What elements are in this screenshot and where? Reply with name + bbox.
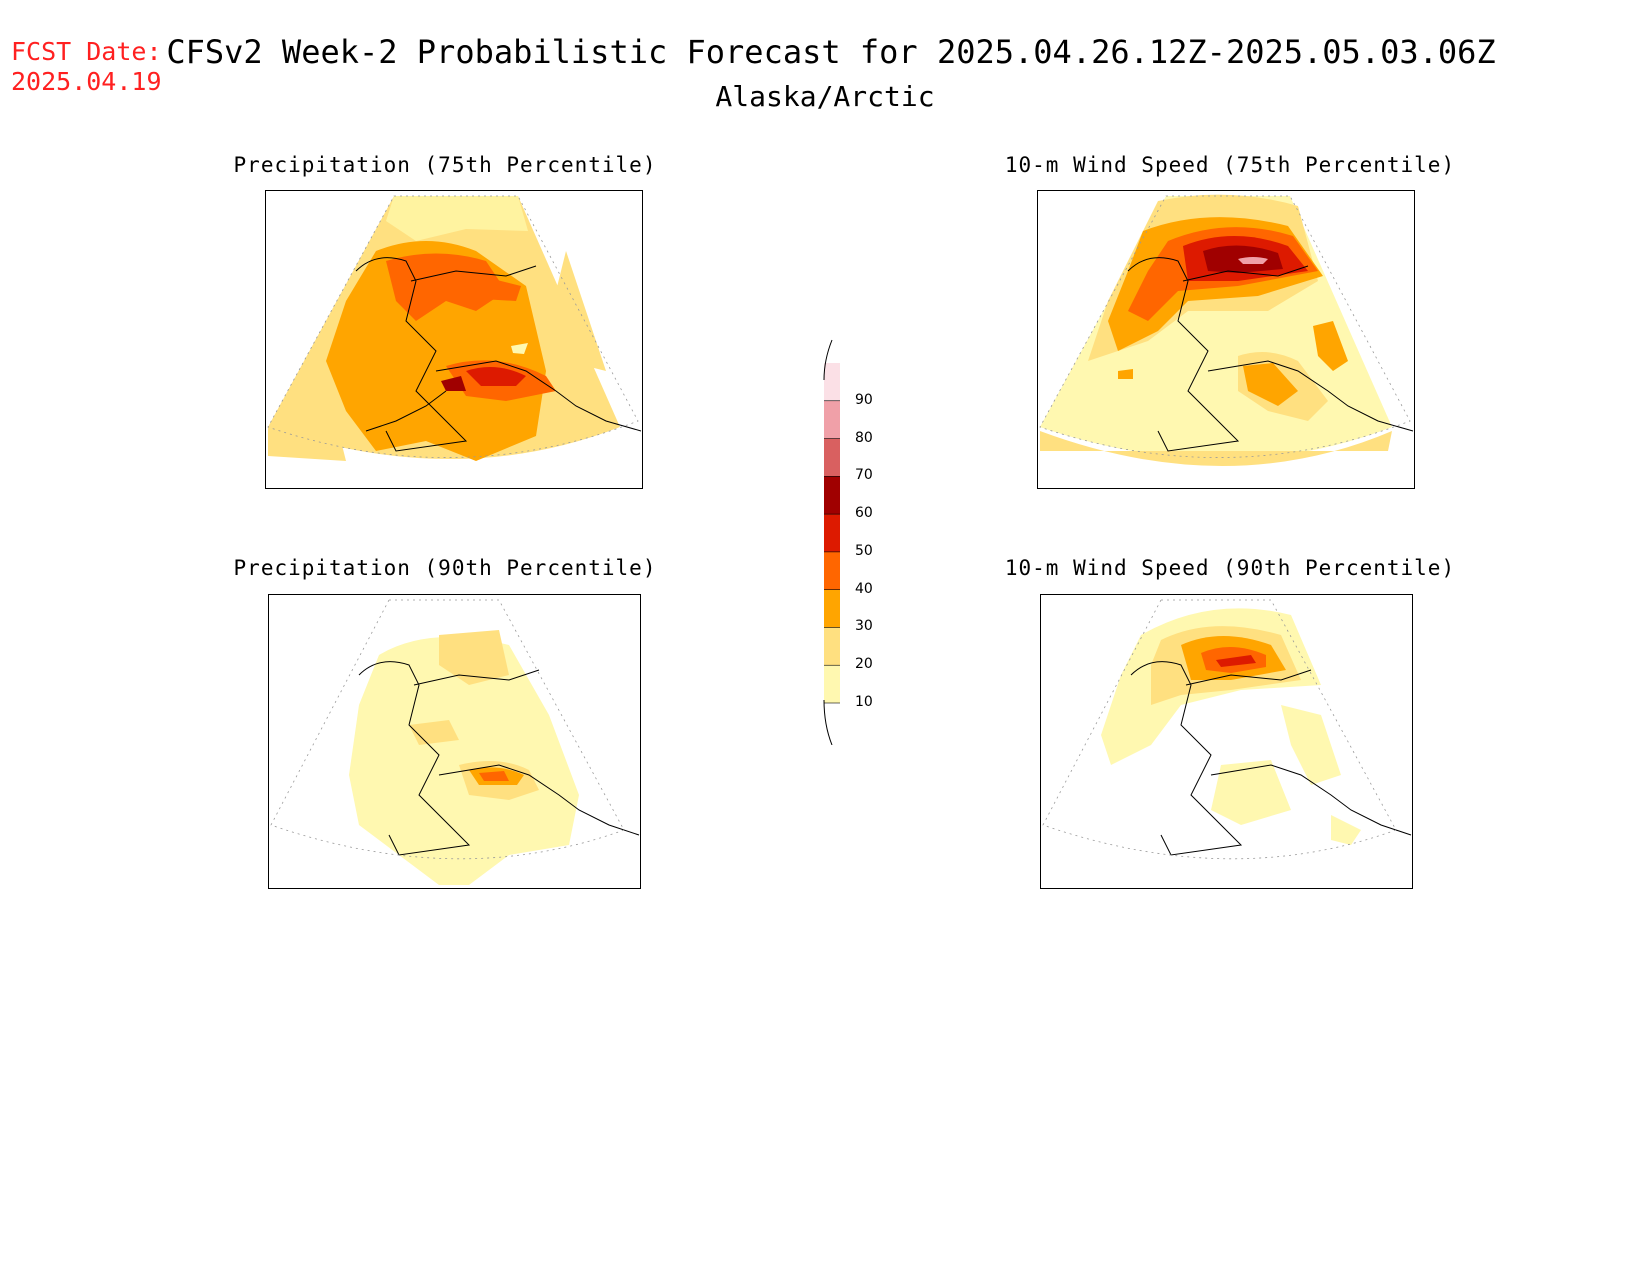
colorbar-tick-label: 70 [855,467,873,484]
colorbar-tick-label: 30 [855,618,873,635]
colorbar-swatch [824,589,840,628]
colorbar-swatch [824,400,840,439]
colorbar-swatch [824,514,840,552]
panel-title-wind-75: 10-m Wind Speed (75th Percentile) [1004,153,1456,177]
colorbar-swatch [824,363,840,401]
colorbar-swatch [824,627,840,666]
panel-title-wind-90: 10-m Wind Speed (90th Percentile) [1004,556,1456,580]
colorbar-swatch [824,438,840,477]
panel-title-precip-90: Precipitation (90th Percentile) [233,556,657,580]
colorbar-graphic [823,339,840,745]
fcst-date-label: FCST Date: [11,37,162,66]
page-title: CFSv2 Week-2 Probabilistic Forecast for … [166,33,1496,71]
colorbar-tick-label: 90 [855,391,873,408]
colorbar-swatch [824,665,840,703]
map-panel-precip-90 [268,594,641,889]
colorbar-tick-label: 50 [855,542,873,559]
colorbar-tick-label: 60 [855,505,873,522]
colorbar-swatch [824,476,840,515]
map-panel-precip-75 [265,190,643,489]
colorbar-swatch [824,551,840,590]
fcst-date-value: 2025.04.19 [11,67,162,96]
colorbar-tick-label: 40 [855,580,873,597]
colorbar-tick-label: 80 [855,429,873,446]
map-panel-wind-75 [1037,190,1415,489]
region-title: Alaska/Arctic [715,80,935,113]
map-panel-wind-90 [1040,594,1413,889]
panel-title-precip-75: Precipitation (75th Percentile) [233,153,657,177]
colorbar-tick-label: 20 [855,656,873,673]
colorbar-tick-label: 10 [855,694,873,710]
